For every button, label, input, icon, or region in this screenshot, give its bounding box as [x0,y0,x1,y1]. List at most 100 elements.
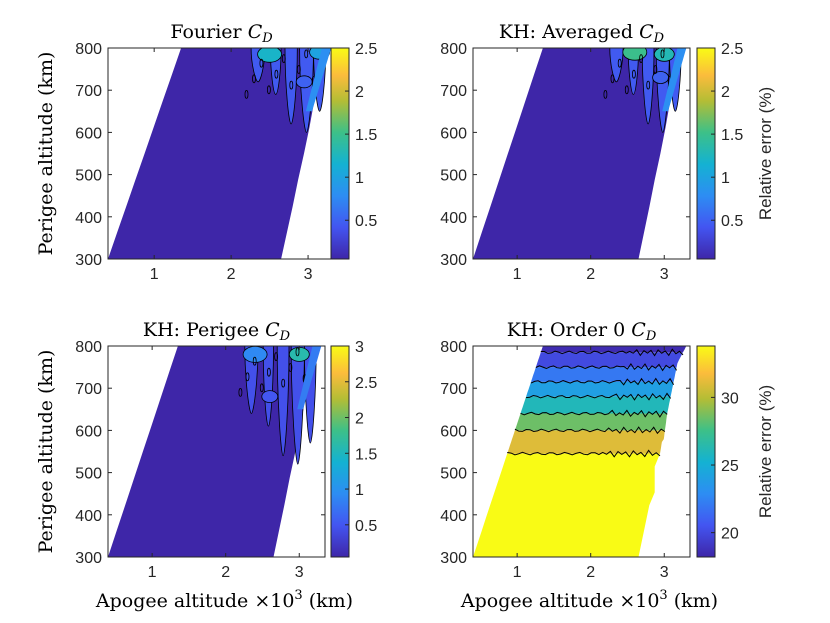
colorbar-tick-label: 2.5 [355,41,377,58]
y-tick-label: 500 [440,168,467,185]
contour-line [245,372,250,382]
contour-feature [295,75,313,89]
colorbar-tick-label: 1.5 [355,127,377,144]
contour-line [639,54,643,63]
contour-line [296,65,301,74]
contour-line [653,65,658,74]
contour-feature [622,48,648,61]
axes-frame [472,47,691,260]
y-tick-label: 500 [440,466,467,483]
contour-band [473,48,687,259]
colorbar-tick-label: 1 [721,170,730,187]
y-tick-label: 800 [75,339,102,356]
contour-line [535,362,678,372]
colorbar-tick-label: 1.5 [355,446,377,463]
contour-band [262,346,274,427]
y-tick-label: 800 [440,339,467,356]
contour-band [535,352,683,368]
contour-band [305,48,332,112]
contour-line [266,367,271,377]
y-tick-label: 700 [75,381,102,398]
colorbar-tick-label: 30 [721,390,739,407]
contour-line [530,377,675,386]
contour-line [624,85,629,95]
contour-line [238,387,243,397]
contour-band [108,48,332,259]
contour-feature [242,346,268,363]
colorbar-tick-label: 2.5 [355,375,377,392]
colorbar-label: Relative error (%) [756,87,775,220]
contour-line [252,356,257,366]
contour-band [526,381,674,397]
x-tick-label: 1 [513,266,522,283]
y-tick-label: 800 [75,41,102,58]
y-tick-label: 300 [75,550,102,567]
contour-line [252,74,256,84]
panel-title: Fourier CD [170,21,273,46]
axes-frame [107,345,326,558]
colorbar-tick-label: 20 [721,526,739,543]
colorbar [330,345,350,558]
panel-1: 1 2 3 300 400 500 600 700 800 Fourier CD Perigee a… [35,21,377,283]
x-tick-label: 3 [295,564,304,581]
colorbar-tick-label: 0.5 [355,518,377,535]
panel-3: 1 2 3 300 400 500 600 700 800 KH: Perigee CD Perig… [35,319,377,612]
x-tick-label: 3 [304,266,313,283]
contour-line [295,347,300,357]
contour-band [662,48,687,112]
x-tick-label: 1 [513,564,522,581]
x-tick-label: 3 [660,564,669,581]
y-tick-label: 700 [440,83,467,100]
y-tick-label: 600 [75,423,102,440]
colorbar-tick-label: 3 [355,339,364,356]
panel-title: KH: Perigee CD [143,319,291,344]
y-axis-label: Perigee altitude (km) [35,52,57,256]
contour-line [610,74,615,84]
y-tick-label: 400 [440,508,467,525]
y-tick-label: 600 [440,125,467,142]
contour-band [609,48,624,83]
contour-line [288,363,293,372]
contour-line [274,352,279,362]
contour-line [281,378,286,388]
x-tick-label: 2 [221,564,230,581]
colorbar-label: Relative error (%) [756,385,775,518]
colorbar [696,345,716,558]
colorbar-tick-label: 1 [355,170,364,187]
contour-band [108,346,322,557]
contour-band [531,367,677,382]
axes-frame [472,345,691,558]
y-axis-label: Perigee altitude (km) [35,350,57,554]
contour-band [473,453,660,557]
y-tick-label: 500 [75,168,102,185]
y-tick-label: 400 [75,508,102,525]
panel-4: 1 2 3 300 400 500 600 700 800 KH: Order 0 CD Apoge… [440,319,775,612]
contour-line [289,80,294,90]
y-tick-label: 400 [440,210,467,227]
x-tick-label: 3 [660,266,669,283]
x-tick-label: 2 [586,564,595,581]
y-tick-label: 700 [440,381,467,398]
panel-title: KH: Averaged CD [499,21,665,46]
y-tick-label: 300 [75,252,102,269]
contour-line [646,80,651,90]
contour-line [259,58,264,68]
contour-line [507,449,661,458]
contour-line [603,90,608,99]
colorbar-tick-label: 25 [721,458,739,475]
contour-line [660,49,665,59]
contour-line [281,54,286,63]
x-tick-label: 1 [148,564,157,581]
contour-band [507,430,665,454]
y-tick-label: 300 [440,252,467,269]
contour-band [520,396,671,414]
colorbar [330,47,350,260]
y-tick-label: 700 [75,83,102,100]
panel-2: 1 2 3 300 400 500 600 700 800 KH: Averaged CD 0.5 1… [440,21,775,283]
colorbar [696,47,716,260]
colorbar-tick-label: 2 [721,84,730,101]
contour-feature [257,48,282,63]
contour-line [266,85,271,95]
x-tick-label: 2 [586,266,595,283]
